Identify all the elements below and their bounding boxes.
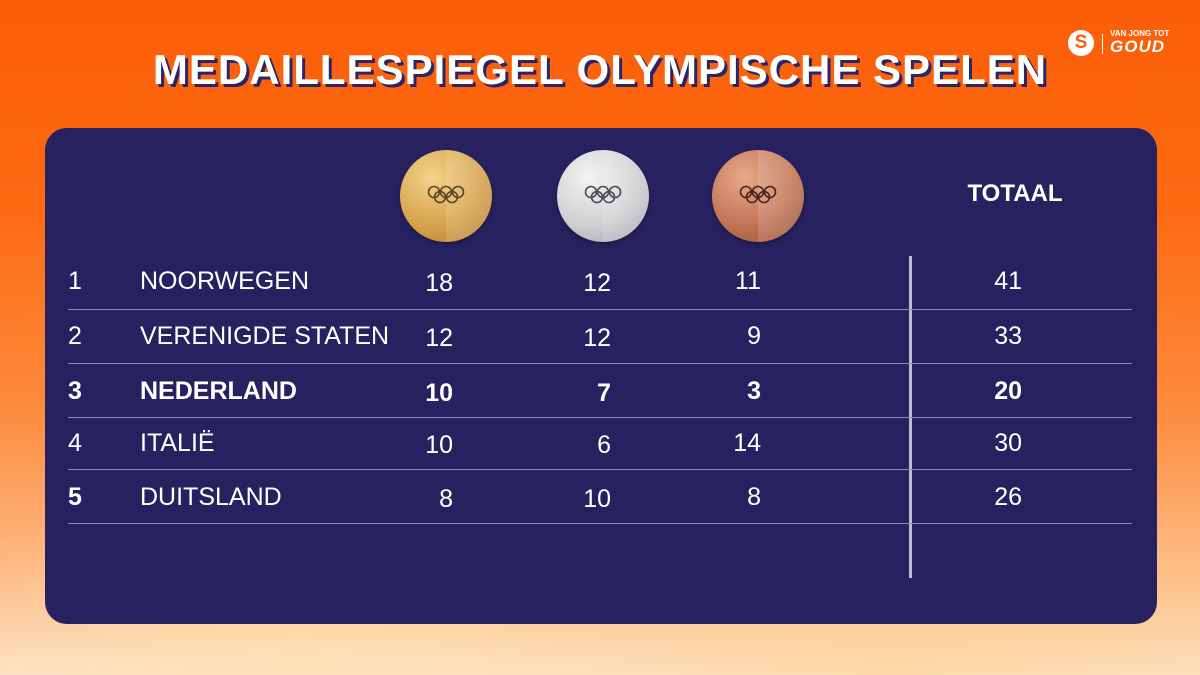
silver-count-cell: 6 [597, 431, 611, 459]
total-count-cell: 26 [994, 483, 1022, 511]
gold-count-cell-highlighted: 10 [425, 379, 453, 407]
country-cell: ITALIË [140, 429, 215, 457]
logo-tagline: VAN JONG TOT [1110, 29, 1170, 38]
row-divider [68, 523, 1132, 524]
country-cell: DUITSLAND [140, 483, 282, 511]
bronze-count-cell: 14 [733, 429, 761, 457]
total-count-cell-highlighted: 20 [994, 377, 1022, 405]
row-divider [68, 469, 1132, 470]
silver-count-cell: 12 [583, 269, 611, 297]
page-title: MEDAILLESPIEGEL OLYMPISCHE SPELEN [152, 46, 1048, 93]
row-divider [68, 417, 1132, 418]
rank-cell: 1 [68, 267, 82, 295]
silver-count-cell: 10 [583, 485, 611, 513]
gold-count-cell: 8 [439, 485, 453, 513]
silver-count-cell: 12 [583, 324, 611, 352]
total-header: TOTAAL [967, 180, 1063, 207]
gold-medal-icon [400, 150, 492, 242]
rank-cell-highlighted: 3 [68, 377, 82, 405]
row-divider [68, 309, 1132, 310]
country-cell: VERENIGDE STATEN [140, 322, 390, 350]
rank-cell: 5 [68, 483, 82, 511]
country-cell: NOORWEGEN [140, 267, 309, 295]
gold-count-cell: 18 [425, 269, 453, 297]
silver-count-cell-highlighted: 7 [597, 379, 611, 407]
s-logo-icon: S [1068, 30, 1094, 56]
gold-count-cell: 12 [425, 324, 453, 352]
logo-separator [1102, 34, 1103, 54]
logo: S VAN JONG TOT GOUD [1068, 29, 1172, 58]
country-cell-highlighted: NEDERLAND [140, 377, 297, 405]
row-divider [68, 363, 1132, 364]
silver-medal-icon [557, 150, 649, 242]
gold-count-cell: 10 [425, 431, 453, 459]
bronze-count-cell-highlighted: 3 [747, 377, 761, 405]
bronze-medal-icon [712, 150, 804, 242]
bronze-count-cell: 8 [747, 483, 761, 511]
rank-cell: 2 [68, 322, 82, 350]
logo-wordmark: GOUD [1110, 37, 1165, 56]
total-count-cell: 41 [994, 267, 1022, 295]
total-count-cell: 30 [994, 429, 1022, 457]
bronze-count-cell: 9 [747, 322, 761, 350]
bronze-count-cell: 11 [735, 267, 761, 295]
total-count-cell: 33 [994, 322, 1022, 350]
rank-cell: 4 [68, 429, 82, 457]
